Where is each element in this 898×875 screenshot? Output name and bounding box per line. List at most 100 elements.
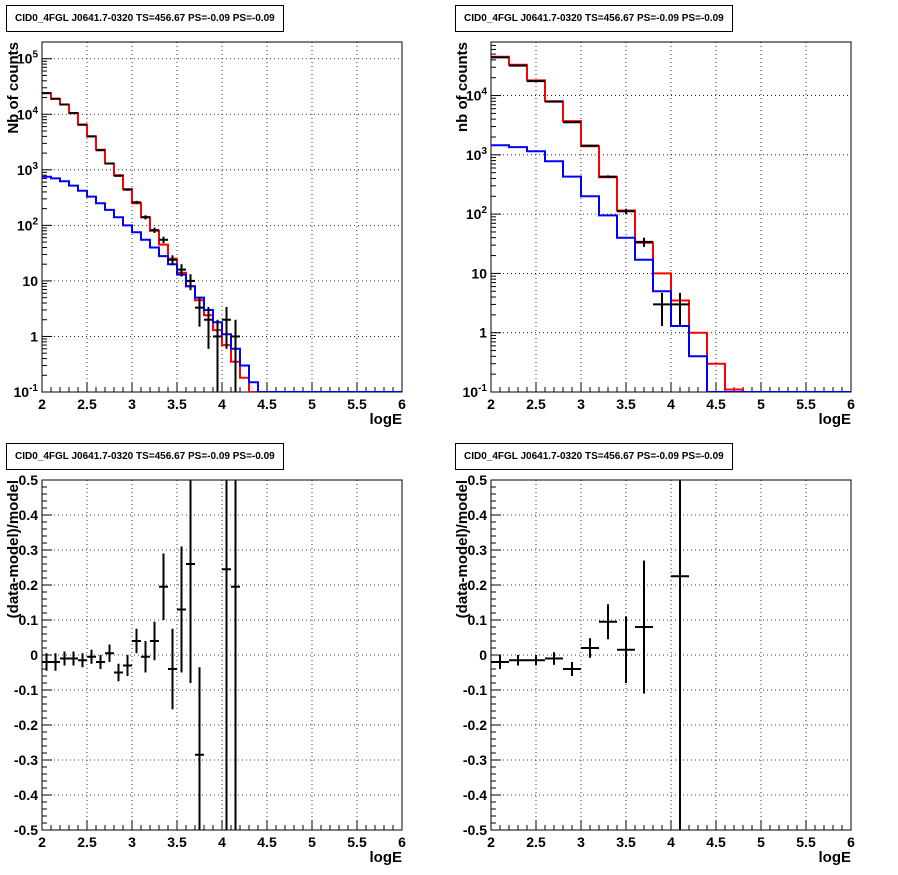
residual-point [231,480,240,830]
y-tick-label: -0.4 [14,787,38,803]
y-tick-label: 0.1 [468,612,488,628]
y-tick-label: 10 [22,273,38,289]
data-point [168,255,177,266]
residual-point [42,653,51,671]
data-point [78,123,87,126]
plot-area [42,480,240,830]
x-tick-label: 3.5 [167,396,187,412]
residual-point [69,651,78,666]
y-axis-label: nb of counts [454,42,471,132]
residual-point [141,641,150,673]
y-tick-label: 0.2 [468,577,488,593]
residual-point [617,616,635,683]
x-tick-label: 4 [218,396,226,412]
residual-point [123,655,132,676]
x-axis-label: logE [370,411,403,428]
y-tick-label: -0.1 [14,682,38,698]
data-point [222,306,231,349]
data-point [123,188,132,191]
residual-point [105,644,114,662]
y-tick-label: 104 [466,87,488,104]
data-point [653,292,671,326]
y-tick-label: -0.1 [463,682,487,698]
x-tick-label: 5 [308,396,316,412]
data-point [581,144,599,147]
x-tick-label: 5.5 [796,396,816,412]
x-tick-label: 6 [398,834,406,850]
y-tick-label: -0.2 [14,717,38,733]
y-tick-label: -0.5 [14,822,38,838]
y-tick-label: 1 [479,325,487,341]
residual-point [159,553,168,620]
y-tick-label: 1 [30,328,38,344]
x-tick-label: 2 [487,396,495,412]
x-axis-label: logE [819,849,852,866]
residual-point [563,662,581,676]
panel-2-title: CID0_4FGL J0641.7-0320 TS=456.67 PS=-0.0… [455,5,733,32]
residual-point [195,667,204,830]
y-tick-label: 104 [17,105,39,122]
residual-point [635,560,653,694]
data-point [635,237,653,247]
residual-point [545,652,563,665]
panel-3: 2 2.5 3 3.5 4 4.5 5 5.5 6 -0.5 -0.4 -0.3 -0.2 -0.1 0 0.… [5,472,406,866]
data-point [671,292,689,326]
x-tick-label: 3 [577,396,585,412]
residual-point [222,480,231,830]
y-tick-label: -0.3 [463,752,487,768]
x-tick-label: 4.5 [706,396,726,412]
data-point [213,319,222,392]
y-axis-label: Nb of counts [5,42,22,134]
plot-area [42,92,402,392]
model-total-histogram [491,55,851,392]
y-tick-label: 0.2 [19,577,39,593]
x-tick-label: 6 [847,396,855,412]
data-point [141,215,150,220]
residual-point [51,653,60,671]
x-tick-label: 3.5 [616,834,636,850]
data-point [177,264,186,277]
panel-1-title: CID0_4FGL J0641.7-0320 TS=456.67 PS=-0.0… [6,5,284,32]
data-point [195,297,204,327]
residual-point [186,480,195,683]
plot-area [491,55,851,392]
x-tick-label: 4 [667,396,675,412]
data-point [132,200,141,204]
residual-point [491,655,509,669]
x-axis-label: logE [819,411,852,428]
data-point [231,319,240,392]
x-tick-label: 3 [577,834,585,850]
x-tick-label: 2.5 [526,834,546,850]
panel-1: 2 2.5 3 3.5 4 4.5 5 5.5 6 10-1 1 10 102 103 104 105 logE… [5,41,406,428]
data-point [599,175,617,178]
panel-4-title: CID0_4FGL J0641.7-0320 TS=456.67 PS=-0.0… [455,443,733,470]
x-tick-label: 3.5 [616,396,636,412]
y-tick-label: -0.5 [463,822,487,838]
y-tick-label: 0 [479,647,487,663]
x-axis-label: logE [370,849,403,866]
x-tick-label: 2 [38,396,46,412]
x-tick-label: 5 [308,834,316,850]
x-tick-label: 2 [38,834,46,850]
panel-3-title: CID0_4FGL J0641.7-0320 TS=456.67 PS=-0.0… [6,443,284,470]
x-tick-label: 3 [128,834,136,850]
data-point [186,274,195,291]
y-tick-label: -0.3 [14,752,38,768]
y-tick-label: 0.3 [19,542,39,558]
y-tick-label: 10-1 [14,383,39,400]
data-point [96,149,105,152]
y-tick-label: 10 [471,265,487,281]
y-tick-label: 0.3 [468,542,488,558]
panel-4: 2 2.5 3 3.5 4 4.5 5 5.5 6 -0.5 -0.4 -0.3 -0.2 -0.1 0 0.… [454,472,855,866]
y-tick-label: 103 [17,161,39,178]
y-tick-label: 105 [17,50,39,67]
x-tick-label: 6 [398,396,406,412]
y-tick-label: 0.1 [19,612,39,628]
y-tick-label: 0.5 [468,472,488,488]
x-tick-label: 4.5 [257,834,277,850]
data-point [105,162,114,165]
y-tick-label: -0.2 [463,717,487,733]
x-tick-label: 4 [667,834,675,850]
y-axis-label: (data-model)/model [5,480,22,618]
